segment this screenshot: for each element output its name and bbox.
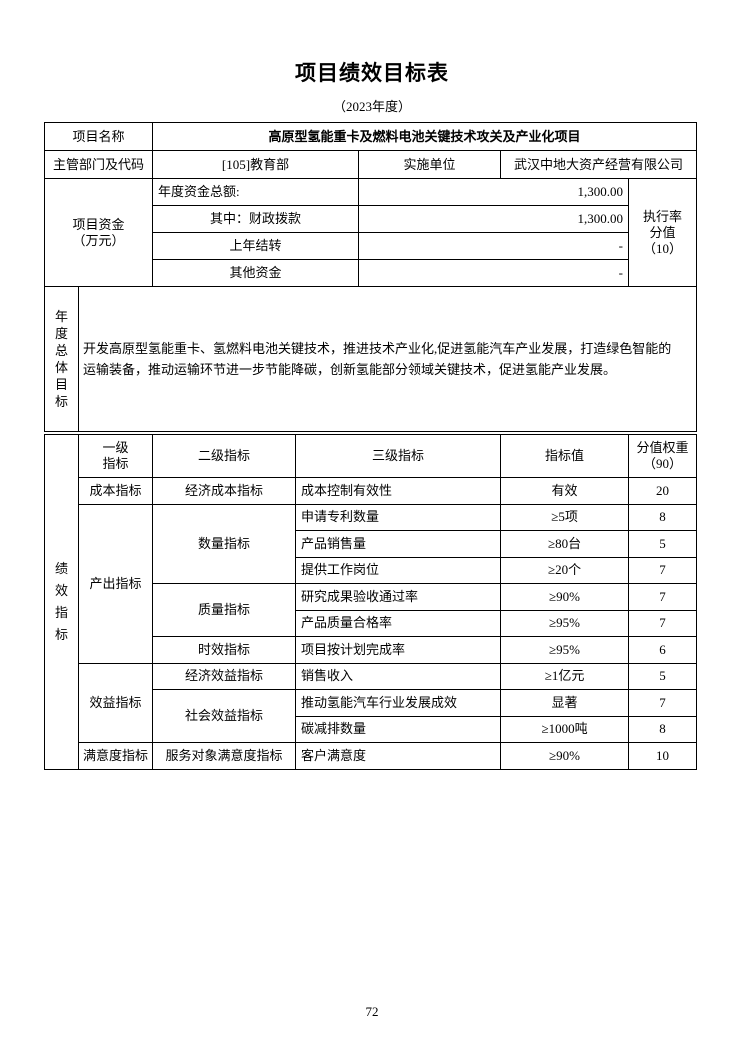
indicator-level3: 碳减排数量 (294, 715, 502, 743)
indicator-weight: 7 (628, 689, 698, 717)
indicator-row: 产品质量合格率 ≥95% 7 (45, 609, 698, 637)
impl-unit-value: 武汉中地大资产经营有限公司 (500, 150, 698, 179)
funding-row-other: 其他资金 - (45, 259, 697, 287)
indicator-level3: 推动氢能汽车行业发展成效 (294, 689, 502, 717)
indicator-value: ≥1亿元 (500, 662, 630, 690)
project-name-label: 项目名称 (43, 122, 154, 151)
indicator-value: ≥20个 (500, 556, 630, 584)
col-header-value: 指标值 (500, 434, 630, 478)
level1-satisfaction: 满意度指标 (78, 742, 153, 770)
indicator-weight: 5 (628, 530, 698, 558)
funding-total-value: 1,300.00 (358, 178, 630, 206)
indicator-level3: 成本控制有效性 (294, 477, 502, 505)
level1-cost: 成本指标 (78, 477, 153, 505)
indicator-row: 成本指标 经济成本指标 成本控制有效性 有效 20 (45, 477, 698, 505)
level2-quantity: 数量指标 (152, 503, 296, 584)
indicator-value: ≥5项 (500, 503, 630, 531)
dept-code-value: [105]教育部 (152, 150, 360, 179)
col-header-level2: 二级指标 (152, 434, 296, 478)
level1-benefit: 效益指标 (78, 662, 153, 743)
execution-rate-score-label: 执行率 分值 （10） (628, 178, 698, 287)
indicator-value: ≥1000吨 (500, 715, 630, 743)
indicators-header-row: 绩效指标 一级 指标 二级指标 三级指标 指标值 分值权重 （90） (44, 434, 698, 770)
annual-goal-row: 年度总体目标 开发高原型氢能重卡、氢燃料电池关键技术，推进技术产业化,促进氢能汽… (44, 286, 698, 432)
funding-row-total: 项目资金 （万元） 年度资金总额: 1,300.00 执行率 分值 （10） (43, 178, 698, 287)
indicator-level3: 产品销售量 (294, 530, 502, 558)
indicator-weight: 8 (628, 503, 698, 531)
indicator-weight: 7 (628, 556, 698, 584)
annual-goal-label-cell: 年度总体目标 (44, 286, 79, 432)
indicator-row: 产品销售量 ≥80台 5 (45, 530, 698, 558)
performance-section-label-cell: 绩效指标 (44, 434, 79, 770)
indicator-weight: 7 (628, 583, 698, 611)
indicator-level3: 销售收入 (294, 662, 502, 690)
indicator-weight: 5 (628, 662, 698, 690)
dept-code-label: 主管部门及代码 (43, 150, 154, 179)
project-name-row: 项目名称 高原型氢能重卡及燃料电池关键技术攻关及产业化项目 (43, 122, 698, 151)
indicator-level3: 项目按计划完成率 (294, 636, 502, 664)
funding-row-fiscal: 其中：财政拨款 1,300.00 (45, 205, 697, 233)
indicator-value: 有效 (500, 477, 630, 505)
indicator-value: ≥90% (500, 742, 630, 770)
performance-section-label: 绩效指标 (54, 560, 68, 642)
indicator-value: ≥90% (500, 583, 630, 611)
indicator-row: 质量指标 研究成果验收通过率 ≥90% 7 (45, 583, 698, 637)
level1-output: 产出指标 (78, 503, 153, 664)
funding-fiscal-value: 1,300.00 (358, 205, 630, 233)
annual-goal-label: 年度总体目标 (54, 309, 68, 409)
level2-service-satisfaction: 服务对象满意度指标 (152, 742, 296, 770)
indicator-level3: 产品质量合格率 (294, 609, 502, 637)
impl-unit-label: 实施单位 (358, 150, 502, 179)
indicator-level3: 申请专利数量 (294, 503, 502, 531)
indicator-value: ≥95% (500, 636, 630, 664)
funding-fiscal-label: 其中：财政拨款 (152, 205, 360, 233)
indicator-row: 提供工作岗位 ≥20个 7 (45, 556, 698, 584)
level2-social-benefit: 社会效益指标 (152, 689, 296, 743)
indicator-row: 社会效益指标 推动氢能汽车行业发展成效 显著 7 (45, 689, 698, 743)
level2-economic-benefit: 经济效益指标 (152, 662, 296, 690)
indicator-weight: 6 (628, 636, 698, 664)
funding-other-value: - (358, 259, 630, 287)
funding-carryover-label: 上年结转 (152, 232, 360, 260)
indicator-row: 产出指标 数量指标 申请专利数量 ≥5项 8 (45, 503, 698, 664)
indicator-value: 显著 (500, 689, 630, 717)
page-title: 项目绩效目标表 (295, 61, 449, 85)
level2-quality: 质量指标 (152, 583, 296, 637)
indicator-weight: 7 (628, 609, 698, 637)
indicator-row: 效益指标 经济效益指标 销售收入 ≥1亿元 5 (45, 662, 698, 743)
indicator-row: 碳减排数量 ≥1000吨 8 (45, 715, 698, 743)
indicator-level3: 客户满意度 (294, 742, 502, 770)
page-subtitle: （2023年度） (332, 99, 411, 114)
indicator-weight: 8 (628, 715, 698, 743)
indicator-row: 时效指标 项目按计划完成率 ≥95% 6 (45, 636, 698, 664)
funding-total-label: 年度资金总额: (152, 178, 360, 206)
col-header-level3: 三级指标 (294, 434, 502, 478)
funding-carryover-value: - (358, 232, 630, 260)
indicator-value: ≥95% (500, 609, 630, 637)
funding-row-carryover: 上年结转 - (45, 232, 697, 260)
page-number: 72 (365, 1004, 379, 1019)
project-info-table: 项目名称 高原型氢能重卡及燃料电池关键技术攻关及产业化项目 主管部门及代码 [1… (43, 122, 698, 432)
funding-other-label: 其他资金 (152, 259, 360, 287)
level2-timeliness: 时效指标 (152, 636, 296, 664)
project-name-value: 高原型氢能重卡及燃料电池关键技术攻关及产业化项目 (152, 122, 698, 151)
funding-section-label: 项目资金 （万元） (43, 178, 154, 287)
col-header-weight: 分值权重 （90） (628, 434, 698, 478)
dept-row: 主管部门及代码 [105]教育部 实施单位 武汉中地大资产经营有限公司 (43, 150, 698, 179)
indicator-weight: 10 (628, 742, 698, 770)
indicator-weight: 20 (628, 477, 698, 505)
level2-economic-cost: 经济成本指标 (152, 477, 296, 505)
indicator-row: 满意度指标 服务对象满意度指标 客户满意度 ≥90% 10 (45, 742, 698, 770)
col-header-level1: 一级 指标 (78, 434, 153, 478)
indicator-level3: 研究成果验收通过率 (294, 583, 502, 611)
performance-indicators-table: 绩效指标 一级 指标 二级指标 三级指标 指标值 分值权重 （90） 成本指标 … (44, 434, 698, 770)
indicator-value: ≥80台 (500, 530, 630, 558)
indicator-level3: 提供工作岗位 (294, 556, 502, 584)
annual-goal-text: 开发高原型氢能重卡、氢燃料电池关键技术，推进技术产业化,促进氢能汽车产业发展，打… (77, 286, 698, 432)
